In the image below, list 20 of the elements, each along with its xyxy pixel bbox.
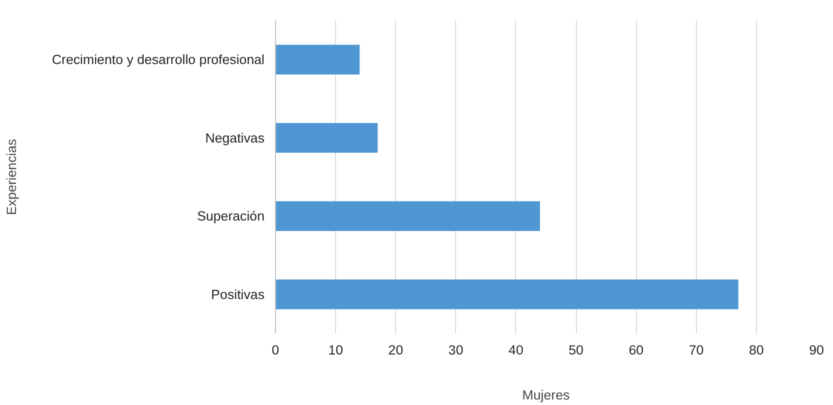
bar: [276, 201, 540, 231]
x-tick-label: 10: [328, 342, 344, 358]
y-tick-label: Positivas: [211, 286, 265, 302]
y-tick-label: Negativas: [205, 130, 265, 146]
y-tick-label: Superación: [197, 208, 265, 224]
y-tick-label: Crecimiento y desarrollo profesional: [52, 52, 265, 68]
x-tick-label: 20: [388, 342, 404, 358]
x-tick-label: 30: [448, 342, 464, 358]
x-tick-label: 40: [508, 342, 524, 358]
bar: [276, 123, 378, 153]
x-axis-title: Mujeres: [522, 388, 570, 402]
bar: [276, 44, 360, 74]
x-tick-label: 0: [272, 342, 280, 358]
x-tick-label: 80: [748, 342, 764, 358]
x-tick-label: 60: [628, 342, 644, 358]
x-tick-label: 70: [688, 342, 704, 358]
y-axis-title: Experiencias: [4, 138, 19, 216]
x-tick-label: 90: [809, 342, 824, 358]
bar: [276, 280, 738, 310]
x-tick-label: 50: [568, 342, 584, 358]
